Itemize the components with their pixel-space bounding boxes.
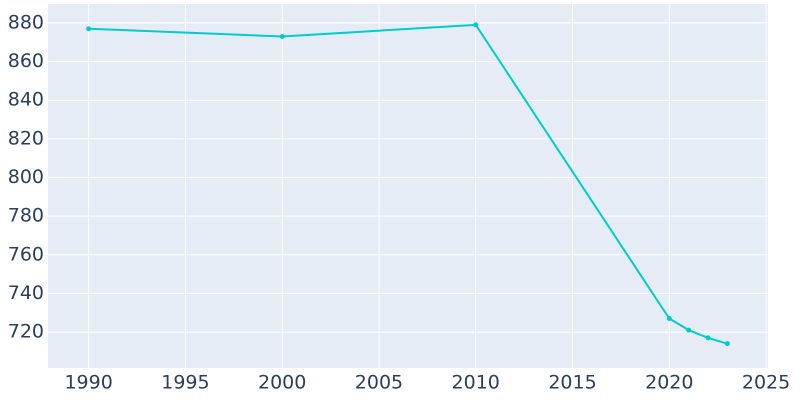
x-tick-label: 1995 bbox=[161, 372, 209, 394]
point bbox=[724, 341, 730, 347]
y-tick-label: 740 bbox=[8, 282, 44, 304]
point bbox=[705, 335, 711, 341]
y-tick-label: 860 bbox=[8, 50, 44, 72]
point bbox=[279, 33, 285, 39]
point bbox=[473, 22, 479, 28]
y-tick-label: 800 bbox=[8, 166, 44, 188]
y-tick-label: 780 bbox=[8, 205, 44, 227]
point bbox=[666, 316, 672, 322]
x-tick-label: 2005 bbox=[355, 372, 403, 394]
y-tick-label: 880 bbox=[8, 11, 44, 33]
y-tick-label: 820 bbox=[8, 127, 44, 149]
x-tick-label: 2010 bbox=[452, 372, 500, 394]
x-tick-label: 2015 bbox=[548, 372, 596, 394]
x-tick-label: 2000 bbox=[258, 372, 306, 394]
x-tick-label: 2020 bbox=[645, 372, 693, 394]
y-tick-label: 760 bbox=[8, 243, 44, 265]
y-tick-label: 840 bbox=[8, 89, 44, 111]
plot-area bbox=[48, 4, 768, 368]
x-tick-label: 2025 bbox=[742, 372, 790, 394]
x-tick-label: 1990 bbox=[64, 372, 112, 394]
y-tick-label: 720 bbox=[8, 321, 44, 343]
point bbox=[686, 327, 692, 333]
point bbox=[86, 26, 92, 32]
